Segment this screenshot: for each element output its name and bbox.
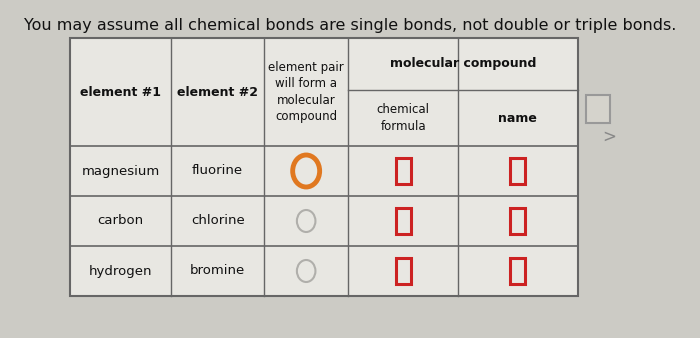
- Text: element #2: element #2: [177, 86, 258, 98]
- Bar: [395, 258, 411, 284]
- Text: magnesium: magnesium: [82, 165, 160, 177]
- Text: molecular compound: molecular compound: [390, 57, 536, 71]
- Text: fluorine: fluorine: [192, 165, 243, 177]
- Bar: [510, 158, 526, 184]
- Bar: [395, 208, 411, 234]
- Text: element #1: element #1: [80, 86, 161, 98]
- Text: carbon: carbon: [97, 215, 144, 227]
- Bar: [510, 208, 526, 234]
- Text: You may assume all chemical bonds are single bonds, not double or triple bonds.: You may assume all chemical bonds are si…: [24, 18, 676, 33]
- Text: name: name: [498, 112, 537, 124]
- Text: bromine: bromine: [190, 265, 245, 277]
- Text: chemical
formula: chemical formula: [377, 103, 430, 133]
- Bar: [586, 95, 610, 123]
- Bar: [510, 258, 526, 284]
- Bar: [395, 158, 411, 184]
- Text: hydrogen: hydrogen: [89, 265, 153, 277]
- Text: >: >: [603, 128, 617, 146]
- Text: chlorine: chlorine: [191, 215, 244, 227]
- Text: element pair
will form a
molecular
compound: element pair will form a molecular compo…: [268, 61, 344, 123]
- Bar: [70, 38, 578, 296]
